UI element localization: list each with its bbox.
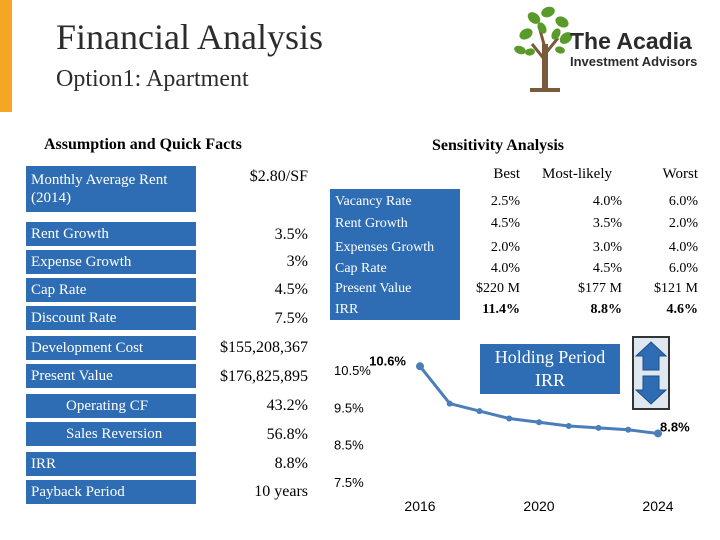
irr-data-point (536, 419, 542, 426)
assumption-value: 7.5% (274, 310, 308, 327)
assumption-value: 4.5% (274, 281, 308, 298)
sensitivity-cell: 3.0% (592, 240, 622, 255)
sensitivity-cell: $121 M (654, 281, 698, 296)
x-tick-label: 2020 (523, 498, 554, 514)
logo-tagline: Investment Advisors (570, 54, 698, 69)
assumption-label: Rent Growth (26, 222, 196, 246)
irr-data-point (506, 415, 513, 422)
irr-data-point (416, 362, 424, 371)
assumption-value: 56.8% (266, 426, 308, 443)
assumptions-heading: Assumption and Quick Facts (44, 136, 242, 153)
assumption-label: IRR (26, 452, 196, 476)
page-title: Financial Analysis (56, 17, 323, 57)
sensitivity-cell: 4.0% (668, 240, 698, 255)
sensitivity-cell: 2.0% (490, 240, 520, 255)
assumption-label: Discount Rate (26, 306, 196, 330)
assumption-value: $2.80/SF (249, 168, 308, 185)
sensitivity-cell: 6.0% (668, 261, 698, 276)
x-tick-label: 2016 (404, 498, 435, 514)
assumption-label: Sales Reversion (26, 422, 196, 446)
arrow-down-icon[interactable] (634, 338, 668, 408)
assumption-value: 3% (286, 253, 308, 270)
sensitivity-row-label: Vacancy Rate (335, 194, 412, 209)
tree-icon (514, 6, 573, 92)
sensitivity-cell: 3.5% (592, 216, 622, 231)
sensitivity-row-label: IRR (335, 302, 359, 317)
logo-name: The Acadia (570, 28, 692, 54)
sensitivity-label-panel (330, 189, 460, 320)
x-tick-label: 2024 (642, 498, 673, 514)
assumption-value: 3.5% (274, 226, 308, 243)
irr-data-point (446, 400, 453, 407)
sensitivity-cell: 2.0% (668, 216, 698, 231)
assumption-value: 8.8% (274, 455, 308, 472)
sensitivity-cell: $177 M (578, 281, 622, 296)
sensitivity-row-label: Rent Growth (335, 216, 408, 231)
irr-data-point (565, 423, 572, 429)
holding-period-arrows (632, 336, 670, 410)
assumption-label: Cap Rate (26, 278, 196, 302)
irr-data-point (625, 426, 632, 433)
irr-data-point (654, 429, 662, 438)
irr-line-chart: 10.5% 9.5% 8.5% 7.5% 2016 2020 2024 10.6% 8.8% (334, 353, 690, 514)
sensitivity-cell: $220 M (476, 281, 520, 296)
irr-end-label: 8.8% (660, 419, 690, 434)
sensitivity-cell: 4.5% (592, 261, 622, 276)
sensitivity-col-header: Most-likely (542, 166, 612, 182)
y-tick-label: 8.5% (334, 438, 364, 453)
sensitivity-col-header: Best (493, 166, 520, 182)
assumption-value: 43.2% (266, 397, 308, 414)
page-subtitle: Option1: Apartment (56, 66, 249, 92)
assumption-label: Monthly Average Rent (2014) (26, 166, 196, 212)
assumption-label: Operating CF (26, 394, 196, 418)
sensitivity-col-header: Worst (662, 166, 698, 182)
sensitivity-row-label: Expenses Growth (335, 240, 435, 255)
arrow-up-icon[interactable] (634, 338, 668, 408)
assumption-value: 10 years (254, 483, 308, 500)
sensitivity-row-label: Present Value (335, 281, 412, 296)
assumption-value: $176,825,895 (220, 368, 308, 385)
accent-bar (0, 0, 12, 112)
sensitivity-cell: 4.0% (490, 261, 520, 276)
sensitivity-cell: 4.5% (490, 216, 520, 231)
sensitivity-cell: 4.6% (666, 302, 699, 317)
y-tick-label: 9.5% (334, 400, 364, 415)
y-tick-label: 7.5% (334, 475, 364, 490)
sensitivity-cell: 8.8% (590, 302, 623, 317)
sensitivity-row-label: Cap Rate (335, 261, 387, 276)
irr-start-label: 10.6% (369, 353, 406, 368)
sensitivity-heading: Sensitivity Analysis (432, 137, 565, 154)
sensitivity-cell: 11.4% (482, 302, 520, 317)
holding-period-label: Holding Period IRR (480, 344, 620, 394)
y-tick-label: 10.5% (334, 363, 371, 378)
assumption-label: Present Value (26, 364, 196, 388)
assumption-label: Payback Period (26, 480, 196, 504)
assumption-value: $155,208,367 (220, 339, 308, 356)
assumption-label: Development Cost (26, 336, 196, 360)
irr-data-point (476, 408, 483, 415)
sensitivity-cell: 6.0% (668, 194, 698, 209)
assumption-label: Expense Growth (26, 250, 196, 274)
irr-data-point (595, 424, 602, 431)
sensitivity-cell: 4.0% (592, 194, 622, 209)
sensitivity-cell: 2.5% (490, 194, 520, 209)
